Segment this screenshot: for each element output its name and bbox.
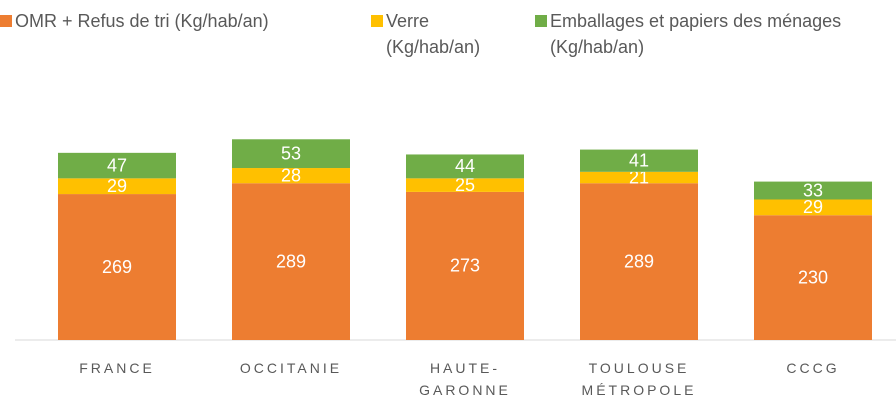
- legend-item: Emballages et papiers des ménages (Kg/ha…: [535, 8, 896, 60]
- data-label: 33: [803, 180, 823, 200]
- bar-segment: [406, 154, 524, 179]
- bar-segment: [58, 152, 176, 179]
- data-label: 44: [455, 156, 475, 176]
- bar-segment: [754, 199, 872, 216]
- x-tick-label: HAUTE-GARONNE: [419, 360, 511, 398]
- legend-swatch: [0, 15, 12, 27]
- bar-segment: [580, 183, 698, 340]
- data-label: 47: [107, 155, 127, 175]
- legend-swatch: [535, 15, 547, 27]
- bar-segment: [406, 178, 524, 192]
- legend-item: OMR + Refus de tri (Kg/hab/an): [0, 8, 360, 34]
- data-label: 289: [624, 251, 654, 271]
- legend-label: OMR + Refus de tri (Kg/hab/an): [15, 11, 269, 31]
- data-label: 28: [281, 165, 301, 185]
- data-label: 25: [455, 175, 475, 195]
- bar-segment: [232, 139, 350, 169]
- legend-label: Verre (Kg/hab/an): [386, 11, 481, 57]
- bar-segment: [580, 149, 698, 172]
- legend-item: Verre (Kg/hab/an): [371, 8, 511, 60]
- data-label: 29: [803, 197, 823, 217]
- data-label: 41: [629, 150, 649, 170]
- data-label: 269: [102, 257, 132, 277]
- bar-segment: [58, 194, 176, 340]
- bar-segment: [232, 168, 350, 184]
- x-tick-label: CCCG: [786, 360, 840, 376]
- x-tick-label: FRANCE: [79, 360, 155, 376]
- bar-segment: [58, 178, 176, 195]
- data-label: 273: [450, 256, 480, 276]
- x-tick-label: OCCITANIE: [239, 360, 343, 376]
- bar-segment: [754, 181, 872, 200]
- data-label: 230: [798, 267, 828, 287]
- data-label: 53: [281, 143, 301, 163]
- legend-label: Emballages et papiers des ménages (Kg/ha…: [550, 11, 842, 57]
- bar-segment: [754, 215, 872, 340]
- data-label: 289: [276, 251, 306, 271]
- data-label: 29: [107, 176, 127, 196]
- bar-segment: [406, 191, 524, 340]
- x-tick-label: TOULOUSE MÉTROPOLE: [581, 360, 697, 398]
- legend-swatch: [371, 15, 383, 27]
- bar-segment: [580, 171, 698, 184]
- data-label: 21: [629, 167, 649, 187]
- bar-segment: [232, 183, 350, 340]
